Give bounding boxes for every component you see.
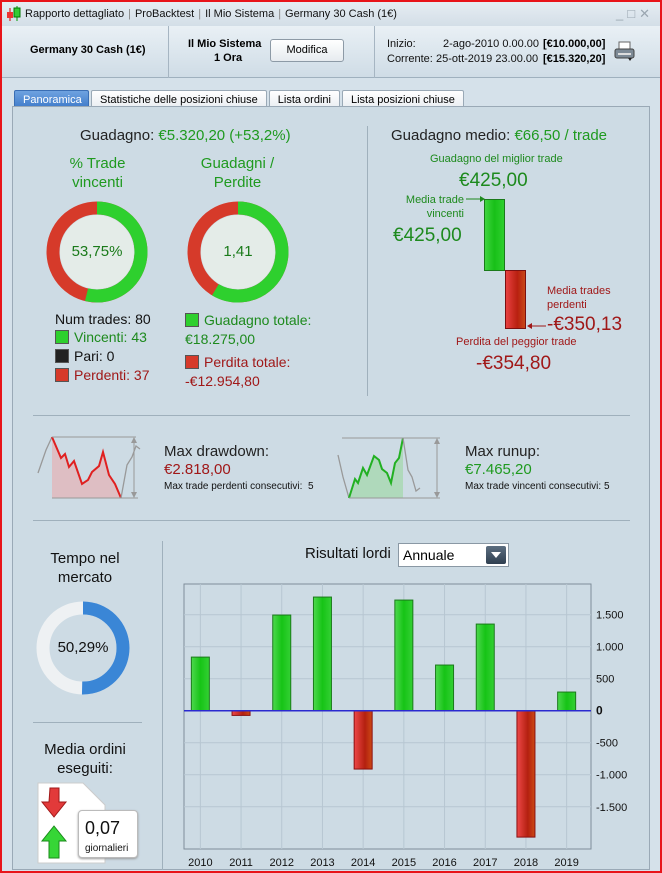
current-date: 25-ott-2019 23.00.00 — [436, 53, 539, 65]
chevron-down-icon[interactable] — [486, 546, 506, 564]
period-selected: Annuale — [403, 547, 455, 563]
header: Germany 30 Cash (1€) Il Mio Sistema 1 Or… — [2, 26, 660, 78]
tab-bar: Panoramica Statistiche delle posizioni c… — [14, 90, 466, 109]
system-name: Il Mio Sistema — [188, 38, 262, 50]
window-controls[interactable]: _□✕ — [616, 6, 654, 21]
instrument-name: Germany 30 Cash (1€) — [30, 44, 146, 56]
total-gain-summary: Guadagno: €5.320,20 (+53,2%) — [80, 127, 291, 144]
current-value: [€15.320,20] — [543, 53, 606, 65]
tab-order-list[interactable]: Lista ordini — [268, 90, 340, 109]
title-part: Germany 30 Cash (1€) — [285, 8, 397, 20]
start-label: Inizio: — [387, 38, 416, 50]
printer-icon[interactable] — [614, 41, 636, 63]
title-bar: Rapporto dettagliato | ProBacktest | Il Mi… — [2, 2, 660, 26]
candlestick-icon — [7, 6, 21, 21]
period-dropdown[interactable]: Annuale — [398, 543, 509, 567]
timeframe: 1 Ora — [214, 52, 243, 64]
tab-closed-position-stats[interactable]: Statistiche delle posizioni chiuse — [91, 90, 267, 109]
title-part: ProBacktest — [134, 8, 195, 20]
gain-value: €5.320,20 (+53,2%) — [158, 127, 291, 144]
start-value: [€10.000,00] — [543, 38, 606, 50]
start-date: 2-ago-2010 0.00.00 — [443, 38, 540, 50]
tab-panoramica[interactable]: Panoramica — [14, 90, 89, 109]
tab-closed-position-list[interactable]: Lista posizioni chiuse — [341, 90, 464, 109]
gain-label: Guadagno: — [80, 127, 155, 144]
title-part: Rapporto dettagliato — [25, 8, 125, 20]
modify-button[interactable]: Modifica — [270, 39, 344, 62]
current-label: Corrente: — [387, 53, 433, 65]
title-part: Il Mio Sistema — [205, 8, 275, 20]
overview-panel — [12, 106, 650, 870]
